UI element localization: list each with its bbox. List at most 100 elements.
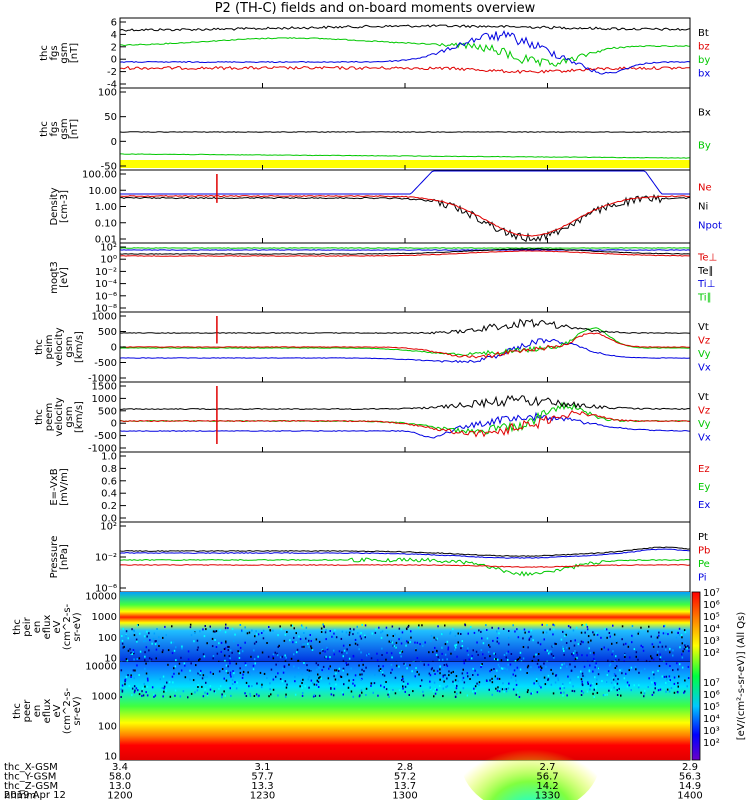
spectrogram-speck [583,640,585,643]
spectrogram-speck [580,631,583,634]
spectrogram-speck [323,625,325,628]
spectrogram-speck [553,628,555,631]
spectrogram-speck [530,666,532,669]
spectrogram-speck [257,695,259,698]
spectrogram-speck [293,627,295,630]
spectrogram-speck [435,638,437,641]
spectrogram-speck [320,631,323,633]
spectrogram-speck [194,631,196,634]
spectrogram-speck [528,637,531,640]
spectrogram-speck [392,689,394,691]
spectrogram-speck [635,655,637,658]
spectrogram-speck [195,664,197,667]
spectrogram-speck [589,688,591,691]
spectrogram-speck [507,636,510,639]
spectrogram-speck [670,687,673,690]
spectrogram-speck [152,637,155,640]
spectrogram-speck [134,669,136,672]
y-tick-label: 10⁻² [95,553,117,564]
spectrogram-speck [241,676,244,679]
spectrogram-speck [538,653,540,655]
spectrogram-speck [161,651,164,654]
spectrogram-speck [657,669,659,672]
spectrogram-speck [480,666,482,668]
x-axis-row-label: thc_X-GSM [4,762,58,773]
spectrogram-speck [136,658,138,660]
spectrogram-speck [129,648,131,651]
spectrogram-speck [482,642,485,645]
y-tick-label: 10⁻⁴ [95,279,117,290]
spectrogram-speck [635,668,637,671]
spectrogram-speck [319,676,321,679]
spectrogram-speck [373,682,376,685]
spectrogram-speck [393,671,395,674]
spectrogram-speck [324,650,326,653]
spectrogram-speck [666,688,669,691]
spectrogram-speck [333,675,335,678]
spectrogram-speck [301,645,303,648]
spectrogram-speck [202,695,205,698]
spectrogram-speck [120,669,123,672]
spectrogram-speck [155,648,158,651]
spectrogram-speck [401,650,404,653]
spectrogram-speck [615,655,617,658]
spectrogram-speck [629,656,631,659]
spectrogram-speck [687,677,690,679]
spectrogram-speck [668,679,671,682]
spectrogram-speck [638,684,640,687]
spectrogram-speck [617,678,619,681]
spectrogram-speck [531,635,533,638]
spectrogram-speck [310,670,312,673]
spectrogram-speck [171,625,173,628]
spectrogram-speck [145,646,148,649]
spectrogram-speck [167,649,170,652]
spectrogram-speck [678,627,681,630]
spectrogram-speck [204,688,206,691]
spectrogram-speck [447,648,449,651]
spectrogram-speck [398,638,400,641]
spectrogram-speck [392,644,395,647]
x-axis-value: 3.1 [255,762,271,773]
spectrogram-speck [664,624,666,627]
spectrogram-speck [326,674,329,677]
spectrogram-speck [612,650,614,653]
spectrogram-speck [377,694,379,697]
spectrogram-speck [687,645,689,648]
spectrogram-speck [322,649,324,652]
spectrogram-speck [148,657,151,660]
spectrogram-speck [203,635,206,638]
spectrogram-speck [256,633,258,636]
spectrogram-speck [226,645,229,648]
spectrogram-speck [405,627,408,630]
spectrogram-speck [241,650,244,653]
spectrogram-speck [402,677,404,680]
spectrogram-speck [655,682,657,685]
spectrogram-speck [616,682,619,685]
spectrogram-speck [239,646,242,649]
spectrogram-speck [450,652,452,655]
spectrogram-speck [342,693,344,696]
spectrogram-speck [212,655,215,657]
spectrogram-speck [163,685,166,688]
spectrogram-speck [562,645,564,648]
spectrogram-speck [158,645,160,647]
spectrogram-speck [613,686,615,689]
spectrogram-speck [406,667,408,670]
spectrogram-speck [333,653,335,656]
spectrogram-speck [610,681,613,684]
spectrogram-speck [530,692,532,695]
spectrogram-speck [658,634,660,637]
spectrogram-speck [280,628,283,631]
spectrogram-speck [678,634,681,636]
spectrogram-speck [341,691,344,694]
spectrogram-speck [653,673,655,676]
spectrogram-speck [608,632,611,634]
spectrogram-speck [563,662,565,665]
spectrogram-speck [436,637,438,640]
panel-5-series-line [119,410,690,438]
legend-entry: Vy [698,349,711,360]
spectrogram-speck [428,672,431,675]
spectrogram-feature [460,706,601,800]
spectrogram-speck [472,674,474,676]
spectrogram-speck [126,673,128,676]
